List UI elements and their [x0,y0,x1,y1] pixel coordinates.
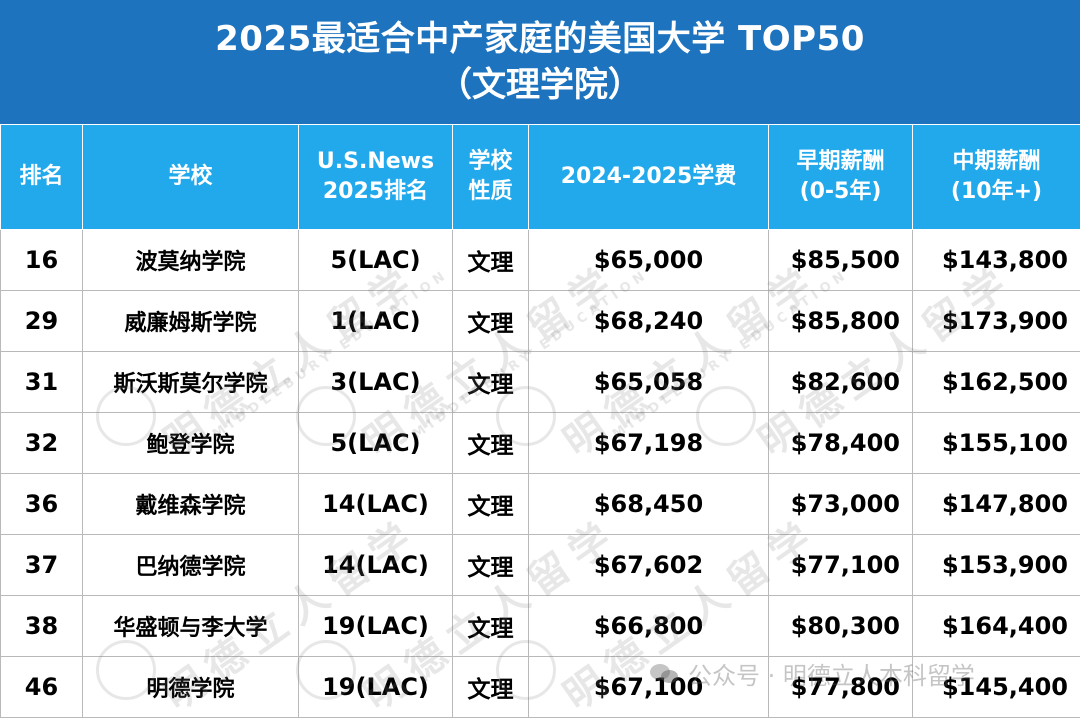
cell-usnews: 14(LAC) [299,535,453,596]
cell-school: 威廉姆斯学院 [83,291,299,352]
cell-mid-salary: $143,800 [913,230,1080,291]
cell-mid-salary: $147,800 [913,474,1080,535]
cell-school: 波莫纳学院 [83,230,299,291]
cell-usnews: 19(LAC) [299,657,453,718]
cell-school: 巴纳德学院 [83,535,299,596]
table-row: 31 斯沃斯莫尔学院 3(LAC) 文理 $65,058 $82,600 $16… [1,352,1080,413]
cell-usnews: 19(LAC) [299,596,453,657]
cell-early-salary: $85,500 [769,230,913,291]
footer-watermark: 公众号 · 明德立人本科留学 [650,656,975,691]
cell-tuition: $67,198 [529,413,769,474]
cell-rank: 31 [1,352,83,413]
header-tuition: 2024-2025学费 [529,125,769,230]
cell-usnews: 5(LAC) [299,413,453,474]
cell-type: 文理 [453,413,529,474]
cell-type: 文理 [453,291,529,352]
cell-rank: 38 [1,596,83,657]
footer-text: 公众号 · 明德立人本科留学 [688,656,975,691]
cell-mid-salary: $173,900 [913,291,1080,352]
cell-type: 文理 [453,596,529,657]
cell-school: 戴维森学院 [83,474,299,535]
cell-tuition: $66,800 [529,596,769,657]
cell-rank: 37 [1,535,83,596]
cell-rank: 36 [1,474,83,535]
table-row: 32 鲍登学院 5(LAC) 文理 $67,198 $78,400 $155,1… [1,413,1080,474]
cell-early-salary: $73,000 [769,474,913,535]
table-row: 29 威廉姆斯学院 1(LAC) 文理 $68,240 $85,800 $173… [1,291,1080,352]
cell-school: 明德学院 [83,657,299,718]
cell-rank: 16 [1,230,83,291]
table-row: 16 波莫纳学院 5(LAC) 文理 $65,000 $85,500 $143,… [1,230,1080,291]
cell-tuition: $67,602 [529,535,769,596]
header-type: 学校性质 [453,125,529,230]
header-rank: 排名 [1,125,83,230]
header-early-salary: 早期薪酬(0-5年) [769,125,913,230]
cell-type: 文理 [453,352,529,413]
table-body: 16 波莫纳学院 5(LAC) 文理 $65,000 $85,500 $143,… [1,230,1080,718]
cell-early-salary: $85,800 [769,291,913,352]
cell-tuition: $68,450 [529,474,769,535]
cell-rank: 29 [1,291,83,352]
cell-tuition: $65,058 [529,352,769,413]
cell-usnews: 14(LAC) [299,474,453,535]
table-row: 36 戴维森学院 14(LAC) 文理 $68,450 $73,000 $147… [1,474,1080,535]
cell-early-salary: $78,400 [769,413,913,474]
cell-rank: 46 [1,657,83,718]
cell-usnews: 3(LAC) [299,352,453,413]
cell-rank: 32 [1,413,83,474]
cell-tuition: $68,240 [529,291,769,352]
cell-mid-salary: $155,100 [913,413,1080,474]
cell-school: 斯沃斯莫尔学院 [83,352,299,413]
table-row: 38 华盛顿与李大学 19(LAC) 文理 $66,800 $80,300 $1… [1,596,1080,657]
wechat-icon [650,662,680,686]
cell-type: 文理 [453,230,529,291]
page-title: 2025最适合中产家庭的美国大学 TOP50 [215,16,865,62]
cell-early-salary: $77,100 [769,535,913,596]
cell-early-salary: $82,600 [769,352,913,413]
cell-type: 文理 [453,474,529,535]
cell-mid-salary: $153,900 [913,535,1080,596]
table-row: 37 巴纳德学院 14(LAC) 文理 $67,602 $77,100 $153… [1,535,1080,596]
cell-mid-salary: $162,500 [913,352,1080,413]
cell-school: 华盛顿与李大学 [83,596,299,657]
cell-usnews: 1(LAC) [299,291,453,352]
cell-type: 文理 [453,657,529,718]
header-school: 学校 [83,125,299,230]
header-mid-salary: 中期薪酬(10年+) [913,125,1080,230]
cell-type: 文理 [453,535,529,596]
cell-usnews: 5(LAC) [299,230,453,291]
page-subtitle: （文理学院） [438,62,642,108]
cell-tuition: $65,000 [529,230,769,291]
cell-mid-salary: $164,400 [913,596,1080,657]
cell-school: 鲍登学院 [83,413,299,474]
cell-early-salary: $80,300 [769,596,913,657]
title-banner: 2025最适合中产家庭的美国大学 TOP50 （文理学院） [0,0,1080,124]
